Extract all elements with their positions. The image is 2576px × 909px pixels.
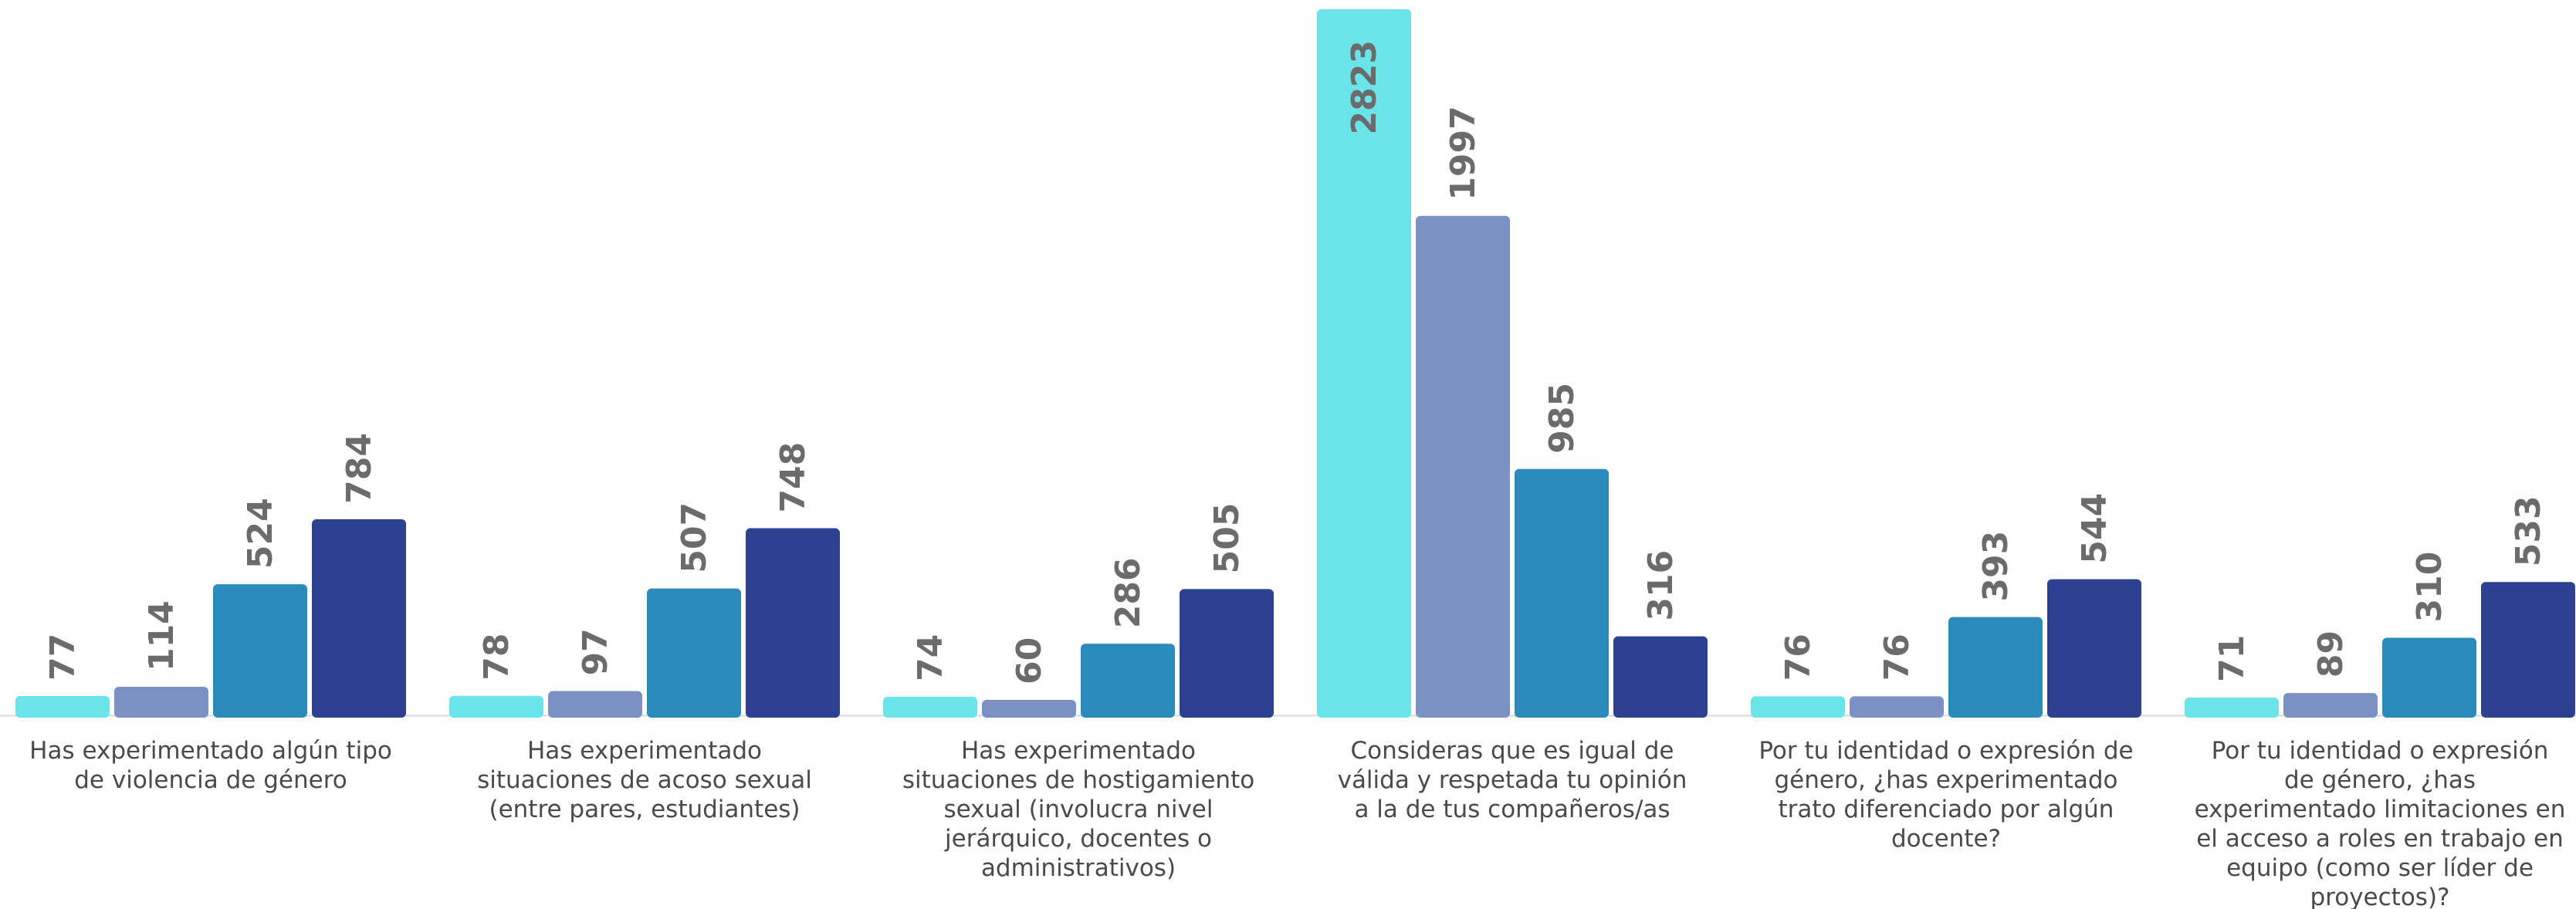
bar-group: 78 97 507 748 Has experimentado situaciones d… [449, 442, 840, 823]
category-label: Por tu identidad o expresión de género, ¿… [1759, 737, 2133, 853]
data-label: 77 [43, 634, 83, 681]
data-label: 89 [2311, 630, 2351, 678]
data-label: 71 [2212, 635, 2252, 682]
data-label: 505 [1207, 502, 1247, 573]
data-label: 393 [1976, 531, 2016, 602]
bar [746, 528, 840, 718]
data-label: 748 [773, 442, 813, 513]
category-label: Consideras que es igual de válida y respe… [1338, 737, 1687, 823]
data-label: 97 [576, 628, 615, 675]
bar [2283, 693, 2378, 718]
bar [1416, 215, 1510, 718]
bar [1948, 617, 2043, 718]
data-label: 2823 [1345, 40, 1384, 134]
data-label: 1997 [1444, 106, 1483, 200]
data-label: 78 [477, 633, 516, 680]
bar [647, 588, 741, 718]
data-label: 533 [2509, 495, 2548, 566]
data-label: 507 [675, 502, 714, 573]
data-label: 114 [142, 600, 181, 671]
data-label: 310 [2410, 552, 2449, 623]
bar [15, 696, 110, 718]
bar [1751, 696, 1845, 718]
category-label: Has experimentado situaciones de hostigam… [902, 737, 1254, 882]
bar [114, 687, 208, 718]
data-label: 524 [241, 498, 280, 569]
data-label: 544 [2075, 493, 2114, 564]
bar [548, 691, 642, 718]
category-label: Has experimentado algún tipo de violencia… [29, 737, 392, 794]
bar [1850, 696, 1944, 718]
bar-group: 74 60 286 505 Has experimentado situaciones d… [883, 502, 1274, 882]
bar-group: 76 76 393 544 Por tu identidad o expresión d… [1751, 493, 2141, 853]
bar [1613, 636, 1708, 718]
bar [213, 584, 307, 718]
data-label: 60 [1010, 637, 1049, 684]
bar [982, 700, 1076, 718]
data-label: 76 [1779, 634, 1818, 681]
data-label: 76 [1877, 634, 1917, 681]
data-label: 316 [1641, 550, 1681, 621]
bar [1317, 9, 1411, 718]
bar-group: 2823 1997 985 316 Consideras que es igual de… [1317, 9, 1708, 823]
bar [1180, 589, 1274, 718]
data-label: 784 [340, 433, 379, 504]
data-label: 985 [1542, 383, 1582, 454]
bar [2185, 697, 2279, 718]
bar [2047, 579, 2141, 718]
bar [883, 697, 977, 718]
bar [1515, 468, 1609, 718]
data-label: 286 [1109, 557, 1148, 628]
bar [312, 519, 406, 718]
category-label: Por tu identidad o expresión de género, ¿… [2195, 737, 2566, 909]
bar [2481, 582, 2575, 718]
bar-group: 71 89 310 533 Por tu identidad o expresión de… [2185, 495, 2575, 909]
bar [1081, 644, 1175, 718]
bar [449, 695, 543, 718]
bar-group: 77 114 524 784 Has experimentado algún tipo d… [15, 433, 406, 794]
bar [2382, 637, 2476, 718]
category-label: Has experimentado situaciones de acoso se… [477, 737, 812, 823]
data-label: 74 [911, 634, 950, 681]
